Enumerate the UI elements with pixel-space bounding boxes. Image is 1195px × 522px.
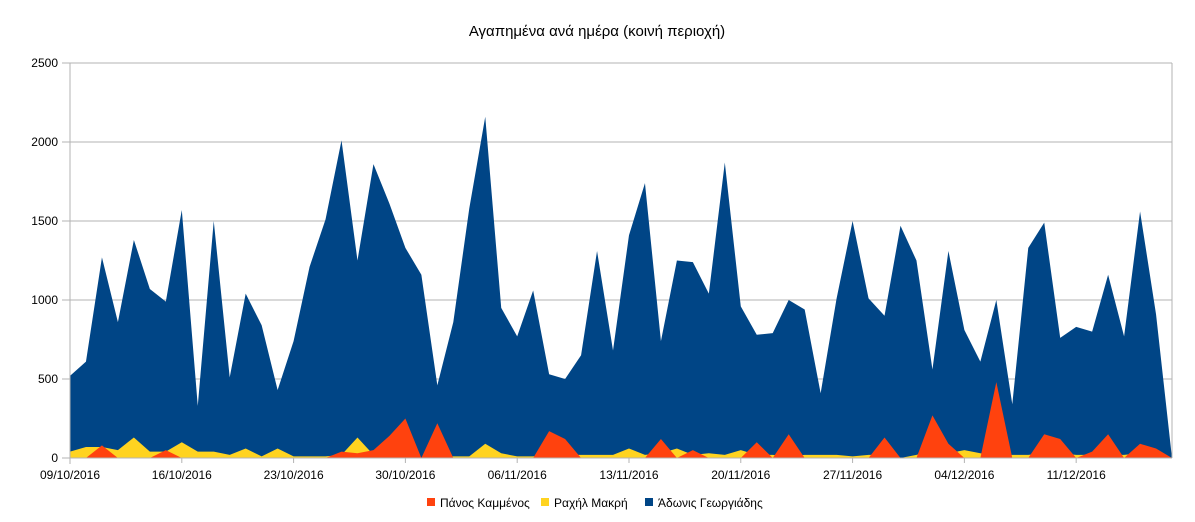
legend-label: Άδωνις Γεωργιάδης bbox=[658, 496, 763, 510]
legend-swatch bbox=[427, 498, 435, 506]
x-tick-label: 11/12/2016 bbox=[1047, 468, 1106, 482]
y-tick-labels: 0 500 1000 1500 2000 2500 bbox=[31, 56, 58, 465]
legend-label: Ραχήλ Μακρή bbox=[554, 496, 628, 510]
x-tick-label: 06/11/2016 bbox=[488, 468, 547, 482]
x-tick-label: 30/10/2016 bbox=[375, 468, 435, 482]
x-tick-label: 27/11/2016 bbox=[823, 468, 882, 482]
x-tick-label: 04/12/2016 bbox=[934, 468, 994, 482]
x-tick-label: 23/10/2016 bbox=[264, 468, 324, 482]
y-tick-label: 0 bbox=[51, 451, 58, 465]
legend: Πάνος Καμμένος Ραχήλ Μακρή Άδωνις Γεωργιάδ… bbox=[427, 496, 763, 510]
x-tick-label: 09/10/2016 bbox=[40, 468, 100, 482]
x-tick-label: 16/10/2016 bbox=[152, 468, 212, 482]
y-tick-label: 500 bbox=[38, 372, 58, 386]
legend-label: Πάνος Καμμένος bbox=[440, 496, 530, 510]
legend-swatch bbox=[645, 498, 653, 506]
axes bbox=[69, 63, 1173, 464]
x-tick-label: 13/11/2016 bbox=[599, 468, 658, 482]
y-tick-label: 1000 bbox=[31, 293, 58, 307]
x-tick-labels: 09/10/2016 16/10/2016 23/10/2016 30/10/2016… bbox=[40, 458, 1106, 482]
series-area-2 bbox=[70, 382, 1172, 458]
chart-title: Αγαπημένα ανά ημέρα (κοινή περιοχή) bbox=[469, 23, 725, 40]
y-tick-label: 1500 bbox=[31, 214, 58, 228]
legend-swatch bbox=[541, 498, 549, 506]
y-tick-label: 2000 bbox=[31, 135, 58, 149]
y-tick-label: 2500 bbox=[31, 56, 58, 70]
x-tick-label: 20/11/2016 bbox=[711, 468, 770, 482]
series-area-0 bbox=[70, 116, 1172, 458]
series-areas bbox=[70, 116, 1172, 458]
